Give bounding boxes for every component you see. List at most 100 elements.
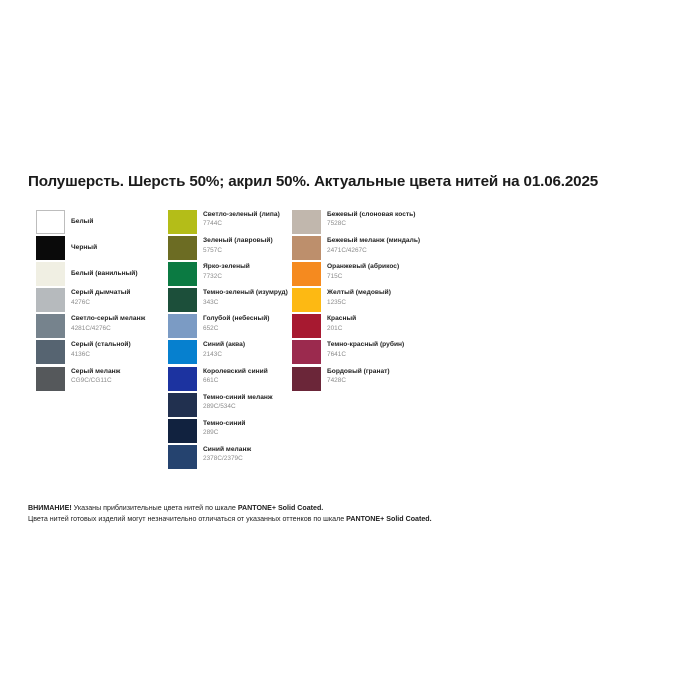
swatch-pantone-code: 661C bbox=[203, 376, 219, 384]
swatch-labels: Темно-синий меланж 289C/534C bbox=[203, 393, 383, 412]
color-chip bbox=[168, 444, 197, 469]
swatch-labels: Синий меланж 2378C/2379C bbox=[203, 445, 383, 464]
swatch-pantone-code: 4276C bbox=[71, 298, 90, 306]
color-chip bbox=[292, 236, 321, 261]
swatch-name: Светло-зеленый (липа) bbox=[203, 211, 280, 218]
swatch-pantone-code: 2471C/4267C bbox=[327, 246, 367, 254]
swatch-labels: Темно-синий 289C bbox=[203, 419, 383, 438]
color-chip bbox=[36, 236, 65, 261]
swatch-pantone-code: 5757C bbox=[203, 246, 222, 254]
color-chip bbox=[36, 288, 65, 313]
swatch-name: Темно-зеленый (изумруд) bbox=[203, 289, 288, 297]
page-title: Полушерсть. Шерсть 50%; акрил 50%. Актуа… bbox=[28, 173, 599, 190]
color-chip bbox=[36, 262, 65, 287]
swatch-name: Синий меланж bbox=[203, 445, 252, 453]
swatch-labels: Светло-зеленый (липа) 7744C bbox=[203, 210, 383, 229]
swatch-pantone-code: 289C/534C bbox=[203, 403, 236, 411]
color-chip bbox=[168, 314, 197, 339]
color-chip bbox=[168, 366, 197, 391]
swatch-pantone-code: 652C bbox=[203, 324, 219, 332]
swatch-labels: Бежевый (слоновая кость) 7528C bbox=[327, 210, 507, 229]
color-chip bbox=[168, 340, 197, 365]
swatch-labels: Белый bbox=[71, 210, 251, 234]
color-chip bbox=[168, 262, 197, 287]
swatch-name: Бордовый (гранат) bbox=[327, 367, 390, 375]
swatch-labels: Серый меланж CG9C/CG11C bbox=[71, 367, 251, 386]
swatch-name: Желтый (медовый) bbox=[327, 289, 391, 297]
swatch-name: Темно-синий меланж bbox=[203, 393, 273, 401]
swatch-pantone-code: CG9C/CG11C bbox=[71, 376, 112, 384]
swatch-labels: Красный 201C bbox=[327, 314, 507, 333]
swatch-name: Белый (ванильный) bbox=[71, 270, 138, 278]
swatch-labels: Голубой (небесный) 652C bbox=[203, 314, 383, 333]
swatch-name: Бежевый меланж (миндаль) bbox=[327, 237, 421, 245]
swatch-labels: Светло-серый меланж 4281C/4276C bbox=[71, 314, 251, 333]
color-chip bbox=[168, 210, 197, 234]
swatch-labels: Синий (аква) 2143C bbox=[203, 340, 383, 359]
swatch-name: Черный bbox=[71, 244, 98, 252]
swatch-name: Темно-синий bbox=[203, 419, 246, 427]
color-chip bbox=[292, 262, 321, 287]
footer-line-1: ВНИМАНИЕ! Указаны приблизительные цвета … bbox=[28, 503, 668, 514]
swatch-name: Темно-красный (рубин) bbox=[327, 341, 405, 349]
color-chip bbox=[168, 392, 197, 417]
swatch-name: Серый меланж bbox=[71, 367, 121, 375]
swatch-labels: Серый дымчатый 4276C bbox=[71, 288, 251, 307]
swatch-labels: Ярко-зеленый 7732C bbox=[203, 262, 383, 281]
swatch-pantone-code: 7641C bbox=[327, 350, 346, 358]
swatch-pantone-code: 715C bbox=[327, 272, 343, 280]
swatch-labels: Оранжевый (абрикос) 715C bbox=[327, 262, 507, 281]
swatch-labels: Темно-красный (рубин) 7641C bbox=[327, 340, 507, 359]
swatch-pantone-code: 201C bbox=[327, 324, 343, 332]
swatch-labels: Бежевый меланж (миндаль) 2471C/4267C bbox=[327, 236, 507, 255]
swatch-pantone-code: 7744C bbox=[203, 220, 222, 228]
color-chip bbox=[36, 210, 65, 234]
swatch-labels: Бордовый (гранат) 7428C bbox=[327, 367, 507, 386]
swatch-name: Светло-серый меланж bbox=[71, 315, 146, 323]
swatch-labels: Королевский синий 661C bbox=[203, 367, 383, 386]
color-chip bbox=[168, 236, 197, 261]
swatch-pantone-code: 4281C/4276C bbox=[71, 324, 111, 332]
swatch-pantone-code: 1235C bbox=[327, 298, 346, 306]
swatch-pantone-code: 343C bbox=[203, 298, 219, 306]
pantone-brand-2: PANTONE+ Solid Coated. bbox=[346, 514, 432, 523]
swatch-pantone-code: 7428C bbox=[327, 376, 346, 384]
pantone-brand-1: PANTONE+ Solid Coated. bbox=[237, 504, 324, 512]
swatch-name: Королевский синий bbox=[203, 367, 268, 375]
swatch-name: Зеленый (лавровый) bbox=[203, 237, 273, 245]
swatch-labels: Черный bbox=[71, 236, 251, 260]
swatch-pantone-code: 2378C/2379C bbox=[203, 455, 243, 463]
swatch-name: Бежевый (слоновая кость) bbox=[327, 211, 416, 218]
swatch-name: Ярко-зеленый bbox=[203, 263, 250, 271]
color-chip bbox=[292, 210, 321, 234]
color-chip bbox=[292, 314, 321, 339]
color-chip bbox=[36, 340, 65, 365]
color-chip bbox=[292, 288, 321, 313]
swatch-pantone-code: 4136C bbox=[71, 350, 90, 358]
swatch-pantone-code: 289C bbox=[203, 429, 219, 437]
footer-note: ВНИМАНИЕ! Указаны приблизительные цвета … bbox=[28, 503, 668, 524]
color-chip bbox=[36, 314, 65, 339]
swatch-name: Синий (аква) bbox=[203, 341, 246, 349]
color-chip bbox=[292, 340, 321, 365]
color-chip bbox=[36, 366, 65, 391]
color-chip bbox=[168, 288, 197, 313]
footer-line-1-text: Указаны приблизительные цвета нитей по ш… bbox=[71, 504, 238, 512]
footer-line-2-text: Цвета нитей готовых изделий могут незнач… bbox=[28, 514, 347, 523]
swatch-name: Серый (стальной) bbox=[71, 341, 131, 349]
swatch-name: Серый дымчатый bbox=[71, 289, 131, 297]
swatch-labels: Темно-зеленый (изумруд) 343C bbox=[203, 288, 383, 307]
swatch-labels: Белый (ванильный) bbox=[71, 262, 251, 286]
swatch-name: Оранжевый (абрикос) bbox=[327, 263, 400, 271]
swatch-pantone-code: 7528C bbox=[327, 220, 346, 228]
color-chip bbox=[292, 366, 321, 391]
swatch-pantone-code: 7732C bbox=[203, 272, 222, 280]
footer-line-2: Цвета нитей готовых изделий могут незнач… bbox=[28, 514, 668, 525]
attention-label: ВНИМАНИЕ! bbox=[28, 504, 72, 512]
swatch-labels: Зеленый (лавровый) 5757C bbox=[203, 236, 383, 255]
swatch-pantone-code: 2143C bbox=[203, 350, 222, 358]
swatch-name: Белый bbox=[71, 218, 94, 225]
swatch-name: Голубой (небесный) bbox=[203, 315, 270, 323]
swatch-labels: Желтый (медовый) 1235C bbox=[327, 288, 507, 307]
